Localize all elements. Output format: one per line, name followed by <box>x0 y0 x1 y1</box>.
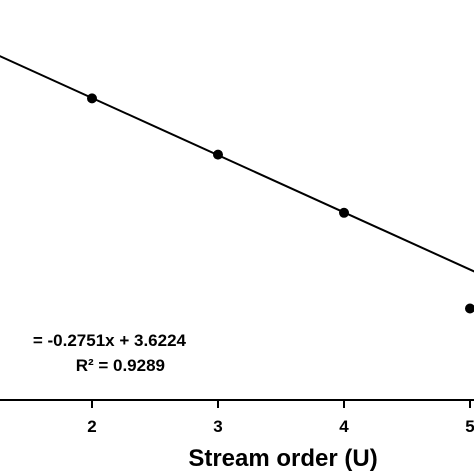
x-tick-label: 4 <box>339 417 349 436</box>
x-axis-title: Stream order (U) <box>188 445 377 472</box>
plot-area <box>0 55 474 314</box>
data-point <box>87 93 97 104</box>
trend-line <box>0 55 474 273</box>
data-point <box>213 149 223 160</box>
x-axis-ticks: 2 3 4 5 <box>87 400 474 436</box>
data-points <box>87 93 474 314</box>
regression-equation: = -0.2751x + 3.6224 <box>33 331 187 350</box>
x-tick-label: 3 <box>213 417 222 436</box>
data-point <box>339 207 349 218</box>
x-tick-label: 2 <box>87 417 96 436</box>
x-tick-label: 5 <box>465 417 474 436</box>
data-point <box>465 303 474 314</box>
r-squared-label: R² = 0.9289 <box>76 356 165 375</box>
